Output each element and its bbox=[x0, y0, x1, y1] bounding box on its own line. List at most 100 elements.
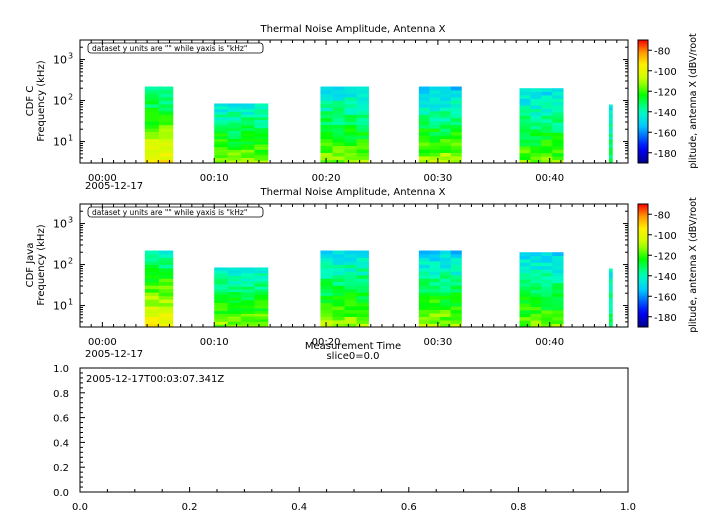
heatmap-cell bbox=[320, 250, 333, 255]
heatmap-cell bbox=[519, 286, 531, 291]
heatmap-cell bbox=[158, 323, 174, 327]
colorbar-tick-label: -180 bbox=[654, 313, 677, 324]
heatmap-cell bbox=[440, 90, 452, 94]
heatmap-cell bbox=[254, 321, 269, 325]
heatmap-cell bbox=[158, 131, 174, 136]
heatmap-cell bbox=[429, 142, 441, 147]
heatmap-cell bbox=[552, 323, 564, 327]
heatmap-cell bbox=[608, 289, 613, 293]
heatmap-cell bbox=[254, 125, 269, 129]
heatmap-cell bbox=[440, 117, 452, 122]
y-tick-exponent: 2 bbox=[68, 93, 73, 102]
heatmap-cell bbox=[450, 302, 462, 307]
heatmap-cell bbox=[214, 302, 229, 306]
heatmap-cell bbox=[450, 288, 462, 293]
x-tick-label: 0.8 bbox=[510, 502, 526, 513]
heatmap-cell bbox=[241, 141, 255, 145]
heatmap-cell bbox=[356, 149, 369, 153]
heatmap-cell bbox=[418, 142, 430, 147]
heatmap-cell bbox=[227, 275, 242, 279]
heatmap-cell bbox=[450, 316, 462, 321]
heatmap-cell bbox=[429, 309, 441, 314]
heatmap-cell bbox=[530, 276, 542, 280]
heatmap-cell bbox=[214, 272, 229, 276]
heatmap-cell bbox=[429, 257, 441, 262]
heatmap-cell bbox=[332, 138, 345, 143]
heatmap-cell bbox=[227, 302, 242, 306]
heatmap-cell bbox=[541, 306, 553, 311]
heatmap-cell bbox=[608, 104, 613, 108]
heatmap-cell bbox=[214, 267, 229, 271]
heatmap-cell bbox=[440, 138, 452, 143]
heatmap-cell bbox=[214, 146, 229, 150]
heatmap-cell bbox=[541, 108, 553, 113]
heatmap-cell bbox=[450, 90, 462, 94]
heatmap-cell bbox=[552, 255, 564, 260]
heatmap-cell bbox=[450, 110, 462, 115]
heatmap-cell bbox=[356, 124, 369, 129]
heatmap-cell bbox=[429, 152, 441, 157]
heatmap-cell bbox=[608, 128, 613, 132]
heatmap-cell bbox=[344, 93, 357, 98]
heatmap-cell bbox=[450, 257, 462, 262]
heatmap-cell bbox=[214, 154, 229, 158]
heatmap-cell bbox=[144, 149, 160, 153]
heatmap-cell bbox=[429, 124, 441, 129]
heatmap-cell bbox=[158, 274, 174, 279]
heatmap-cell bbox=[552, 95, 564, 99]
heatmap-cell bbox=[418, 302, 430, 307]
heatmap-cell bbox=[320, 107, 333, 112]
heatmap-cell bbox=[519, 316, 531, 321]
heatmap-cell bbox=[241, 308, 255, 312]
heatmap-cell bbox=[241, 310, 255, 314]
heatmap-cell bbox=[450, 254, 462, 258]
heatmap-cell bbox=[241, 278, 255, 282]
heatmap-cell bbox=[227, 297, 242, 301]
heatmap-cell bbox=[519, 118, 531, 123]
heatmap-cell bbox=[530, 303, 542, 308]
heatmap-cell bbox=[356, 121, 369, 126]
heatmap-cell bbox=[552, 139, 564, 144]
heatmap-cell bbox=[356, 114, 369, 119]
colorbar-tick-label: -120 bbox=[654, 251, 677, 262]
heatmap-cell bbox=[144, 128, 160, 133]
heatmap-cell bbox=[429, 288, 441, 293]
heatmap-cell bbox=[320, 274, 333, 279]
heatmap-cell bbox=[541, 265, 553, 270]
heatmap-cell bbox=[241, 275, 255, 279]
heatmap-cell bbox=[158, 121, 174, 126]
heatmap-cell bbox=[241, 108, 255, 112]
heatmap-cell bbox=[530, 118, 542, 123]
heatmap-cell bbox=[541, 95, 553, 99]
heatmap-cell bbox=[227, 106, 242, 110]
heatmap-cell bbox=[418, 250, 430, 255]
y-tick-label: 10 bbox=[53, 136, 67, 149]
heatmap-cell bbox=[541, 289, 553, 294]
heatmap-cell bbox=[541, 310, 553, 314]
heatmap-cell bbox=[450, 278, 462, 283]
heatmap-cell bbox=[552, 296, 564, 301]
y-tick-label: 10 bbox=[53, 259, 67, 272]
heatmap-cell bbox=[344, 156, 357, 160]
heatmap-cell bbox=[158, 142, 174, 147]
heatmap-cell bbox=[418, 274, 430, 279]
x-axis-sublabel: slice0=0.0 bbox=[326, 351, 379, 362]
heatmap-cell bbox=[344, 309, 357, 314]
heatmap-cell bbox=[429, 149, 441, 153]
spectrogram-block-0 bbox=[144, 86, 174, 163]
heatmap-cell bbox=[418, 278, 430, 283]
heatmap-cell bbox=[541, 135, 553, 140]
heatmap-cell bbox=[541, 159, 553, 163]
heatmap-cell bbox=[332, 295, 345, 300]
colorbar-tick-label: -180 bbox=[654, 149, 677, 160]
heatmap-cell bbox=[541, 125, 553, 130]
heatmap-cell bbox=[418, 260, 430, 265]
heatmap-cell bbox=[227, 119, 242, 123]
heatmap-cell bbox=[158, 96, 174, 101]
heatmap-cell bbox=[254, 270, 269, 274]
heatmap-cell bbox=[519, 282, 531, 287]
heatmap-cell bbox=[418, 124, 430, 129]
heatmap-cell bbox=[320, 142, 333, 147]
heatmap-cell bbox=[519, 299, 531, 304]
